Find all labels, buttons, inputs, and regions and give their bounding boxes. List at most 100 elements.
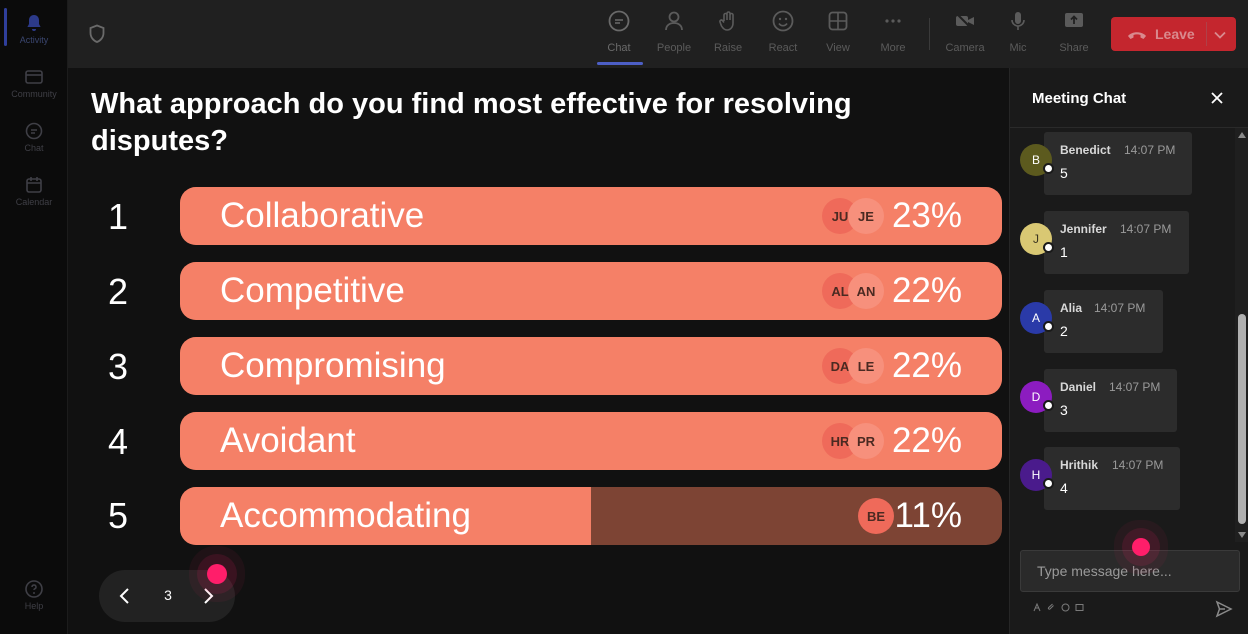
cursor-indicator <box>207 564 227 584</box>
react-button[interactable]: React <box>757 8 809 54</box>
raise-button-label: Raise <box>713 42 743 54</box>
avatar: BE <box>858 498 894 534</box>
message-text: 4 <box>1060 480 1068 496</box>
people-button[interactable]: People <box>648 8 700 54</box>
chevron-right-icon[interactable] <box>199 586 217 606</box>
shield-icon[interactable] <box>88 24 106 44</box>
poll-option-fill <box>180 487 591 545</box>
message-time: 14:07 PM <box>1112 458 1164 472</box>
message-text: 1 <box>1060 244 1068 260</box>
poll-option-bar: Avoidant HR PR 22% <box>180 412 1002 470</box>
message-text: 3 <box>1060 402 1068 418</box>
scrollbar-thumb[interactable] <box>1238 314 1246 524</box>
camera-off-icon <box>952 8 978 34</box>
calendar-icon <box>23 174 45 196</box>
leave-button-divider <box>1206 22 1207 46</box>
chevron-down-icon[interactable] <box>1213 28 1227 40</box>
poll-option-bar: Collaborative JU JE 23% <box>180 187 1002 245</box>
meeting-toolbar: Chat People Raise React View <box>68 0 1248 68</box>
share-screen-icon <box>1061 8 1087 34</box>
active-tab-indicator <box>597 62 643 65</box>
poll-option-percent: 22% <box>891 346 962 385</box>
chat-scrollbar[interactable] <box>1235 128 1248 542</box>
toolbar-divider <box>929 18 930 50</box>
raise-hand-button[interactable]: Raise <box>702 8 754 54</box>
rail-item-label: Community <box>11 89 57 99</box>
divider <box>1010 127 1248 128</box>
format-toolbar <box>1032 602 1084 612</box>
chat-icon <box>23 120 45 142</box>
camera-button-label: Camera <box>945 42 985 54</box>
poll-question: What approach do you find most effective… <box>91 88 852 157</box>
rail-item-activity[interactable]: Activity <box>0 12 68 45</box>
message-input[interactable] <box>1020 550 1240 592</box>
rail-item-community[interactable]: Community <box>0 66 68 99</box>
message-sender: Benedict <box>1060 143 1111 157</box>
chat-message: Benedict 14:07 PM 5 <box>1044 132 1192 195</box>
poll-option-bar: Compromising DA LE 22% <box>180 337 1002 395</box>
poll-option-label: Compromising <box>220 346 446 385</box>
rail-item-label: Calendar <box>15 197 53 207</box>
gif-icon[interactable] <box>1074 602 1084 612</box>
chat-icon <box>606 8 632 34</box>
view-button[interactable]: View <box>812 8 864 54</box>
poll-option-label: Collaborative <box>220 196 425 235</box>
presence-dot <box>1043 163 1054 174</box>
people-button-label: People <box>656 42 692 54</box>
rail-item-calendar[interactable]: Calendar <box>0 174 68 207</box>
camera-button[interactable]: Camera <box>939 8 991 54</box>
send-icon[interactable] <box>1215 600 1233 618</box>
avatar: A <box>1020 302 1052 334</box>
option-number: 4 <box>108 421 129 462</box>
avatar: LE <box>848 348 884 384</box>
react-button-label: React <box>768 42 798 54</box>
share-button[interactable]: Share <box>1048 8 1100 54</box>
presence-dot <box>1043 478 1054 489</box>
app-rail: Activity Community Chat Calendar Help <box>0 0 68 634</box>
chat-panel-title: Meeting Chat <box>1032 90 1127 107</box>
bell-icon <box>23 12 45 34</box>
grid-icon <box>825 8 851 34</box>
help-icon <box>23 578 45 600</box>
chat-button-label: Chat <box>607 42 631 54</box>
hang-up-icon <box>1127 28 1147 40</box>
chevron-left-icon[interactable] <box>116 586 134 606</box>
more-button-label: More <box>880 42 906 54</box>
scroll-up-arrow-icon[interactable] <box>1238 132 1246 138</box>
close-icon[interactable] <box>1209 90 1225 106</box>
format-icon[interactable] <box>1032 602 1042 612</box>
option-number: 1 <box>108 196 129 237</box>
chat-message: Jennifer 14:07 PM 1 <box>1044 211 1189 274</box>
poll-option-percent: 22% <box>891 271 962 310</box>
chat-message-list: Benedict 14:07 PM 5 B Jennifer 14:07 PM … <box>1010 128 1235 542</box>
poll-option-percent: 22% <box>891 421 962 460</box>
poll-option-label: Avoidant <box>220 421 356 460</box>
leave-button[interactable]: Leave <box>1111 17 1236 51</box>
avatar: JE <box>848 198 884 234</box>
chat-message: Daniel 14:07 PM 3 <box>1044 369 1177 432</box>
attach-icon[interactable] <box>1046 602 1056 612</box>
rail-item-chat[interactable]: Chat <box>0 120 68 153</box>
meeting-chat-panel: Meeting Chat Benedict 14:07 PM 5 B Jenni… <box>1009 68 1248 634</box>
presence-dot <box>1043 242 1054 253</box>
rail-item-label: Chat <box>24 143 44 153</box>
scroll-down-arrow-icon[interactable] <box>1238 532 1246 538</box>
option-number: 5 <box>108 495 129 536</box>
emoji-icon[interactable] <box>1060 602 1070 612</box>
message-sender: Jennifer <box>1060 222 1107 236</box>
more-button[interactable]: More <box>867 8 919 54</box>
poll-results-panel: What approach do you find most effective… <box>68 68 1009 634</box>
view-button-label: View <box>826 42 850 54</box>
page-number: 3 <box>164 587 172 603</box>
community-icon <box>23 66 45 88</box>
chat-message: Alia 14:07 PM 2 <box>1044 290 1163 353</box>
smiley-icon <box>770 8 796 34</box>
mic-button[interactable]: Mic <box>992 8 1044 54</box>
mic-button-label: Mic <box>1009 42 1027 54</box>
poll-option-percent: 23% <box>891 196 962 235</box>
chat-button[interactable]: Chat <box>593 8 645 54</box>
message-time: 14:07 PM <box>1120 222 1172 236</box>
rail-item-help[interactable]: Help <box>0 578 68 611</box>
poll-option-label: Competitive <box>220 271 405 310</box>
